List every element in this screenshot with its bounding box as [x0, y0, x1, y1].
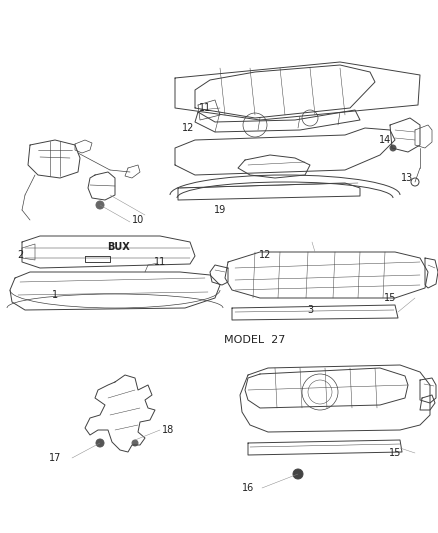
Text: 13: 13 — [401, 173, 413, 183]
Text: 11: 11 — [199, 103, 211, 113]
Text: 16: 16 — [242, 483, 254, 493]
Text: MODEL  27: MODEL 27 — [224, 335, 286, 345]
Text: 14: 14 — [379, 135, 391, 145]
Circle shape — [390, 145, 396, 151]
Circle shape — [132, 440, 138, 446]
Text: BUX: BUX — [106, 242, 129, 252]
Text: 18: 18 — [162, 425, 174, 435]
Circle shape — [96, 201, 104, 209]
Text: 3: 3 — [307, 305, 313, 315]
Text: 2: 2 — [17, 250, 23, 260]
Text: 19: 19 — [214, 205, 226, 215]
Text: 12: 12 — [182, 123, 194, 133]
Text: 15: 15 — [384, 293, 396, 303]
Text: 10: 10 — [132, 215, 144, 225]
Circle shape — [96, 439, 104, 447]
Text: 15: 15 — [389, 448, 401, 458]
Circle shape — [293, 469, 303, 479]
Text: 1: 1 — [52, 290, 58, 300]
Text: 12: 12 — [259, 250, 271, 260]
Text: 17: 17 — [49, 453, 61, 463]
Text: 11: 11 — [154, 257, 166, 267]
